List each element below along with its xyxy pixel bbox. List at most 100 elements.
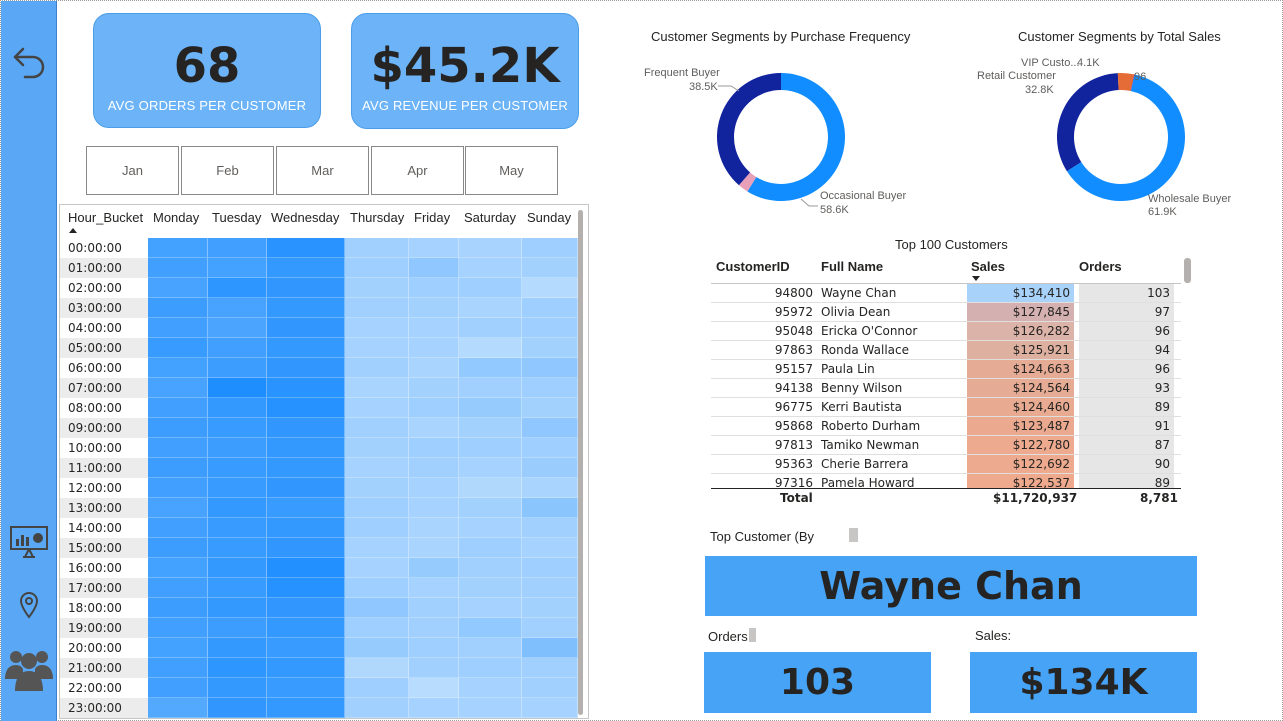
heatmap-cell[interactable]	[267, 538, 345, 558]
heatmap-cell[interactable]	[267, 318, 345, 338]
heatmap-cell[interactable]	[522, 258, 578, 278]
heatmap-cell[interactable]	[345, 378, 409, 398]
heatmap-cell[interactable]	[522, 378, 578, 398]
heatmap-cell[interactable]	[208, 598, 267, 618]
heatmap-cell[interactable]	[267, 258, 345, 278]
month-slicer-may[interactable]: May	[465, 146, 558, 195]
table-header-orders[interactable]: Orders	[1079, 259, 1122, 274]
heatmap-cell[interactable]	[459, 258, 522, 278]
heatmap-cell[interactable]	[345, 338, 409, 358]
table-row[interactable]: 96775 Kerri Bautista $124,460 89	[711, 398, 1181, 417]
donut-slice[interactable]	[1057, 73, 1119, 172]
heatmap-cell[interactable]	[459, 578, 522, 598]
donut-slice[interactable]	[1117, 73, 1135, 92]
heatmap-cell[interactable]	[208, 418, 267, 438]
table-row[interactable]: 97813 Tamiko Newman $122,780 87	[711, 436, 1181, 455]
heatmap-cell[interactable]	[208, 578, 267, 598]
month-slicer-apr[interactable]: Apr	[371, 146, 464, 195]
heatmap-cell[interactable]	[267, 378, 345, 398]
heatmap-cell[interactable]	[459, 318, 522, 338]
heatmap-cell[interactable]	[208, 238, 267, 258]
heatmap-cell[interactable]	[208, 278, 267, 298]
heatmap-cell[interactable]	[345, 518, 409, 538]
heatmap-cell[interactable]	[409, 338, 459, 358]
heatmap-cell[interactable]	[409, 578, 459, 598]
donut-frequency-chart[interactable]	[701, 57, 861, 217]
heatmap-cell[interactable]	[522, 398, 578, 418]
heatmap-cell[interactable]	[345, 458, 409, 478]
heatmap-cell[interactable]	[459, 558, 522, 578]
table-scrollbar[interactable]	[1184, 258, 1191, 283]
heatmap-cell[interactable]	[208, 298, 267, 318]
heatmap-cell[interactable]	[208, 698, 267, 718]
heatmap-cell[interactable]	[409, 498, 459, 518]
heatmap-cell[interactable]	[148, 258, 208, 278]
heatmap-cell[interactable]	[522, 498, 578, 518]
heatmap-cell[interactable]	[459, 678, 522, 698]
heatmap-cell[interactable]	[148, 598, 208, 618]
heatmap-cell[interactable]	[522, 678, 578, 698]
heatmap-cell[interactable]	[208, 378, 267, 398]
heatmap-cell[interactable]	[267, 638, 345, 658]
heatmap-cell[interactable]	[409, 518, 459, 538]
col-header-monday[interactable]: Monday	[153, 210, 200, 225]
heatmap-cell[interactable]	[522, 458, 578, 478]
heatmap-cell[interactable]	[459, 438, 522, 458]
heatmap-cell[interactable]	[148, 278, 208, 298]
col-header-saturday[interactable]: Saturday	[464, 210, 517, 225]
heatmap-cell[interactable]	[148, 578, 208, 598]
heatmap-cell[interactable]	[345, 678, 409, 698]
heatmap-cell[interactable]	[267, 578, 345, 598]
heatmap-cell[interactable]	[522, 238, 578, 258]
heatmap-cell[interactable]	[409, 538, 459, 558]
heatmap-cell[interactable]	[522, 538, 578, 558]
table-header-sales[interactable]: Sales	[971, 259, 1005, 274]
heatmap-cell[interactable]	[267, 658, 345, 678]
heatmap-cell[interactable]	[345, 538, 409, 558]
heatmap-cell[interactable]	[148, 378, 208, 398]
heatmap-cell[interactable]	[459, 238, 522, 258]
heatmap-cell[interactable]	[208, 458, 267, 478]
heatmap-cell[interactable]	[409, 398, 459, 418]
back-arrow-icon[interactable]	[1, 41, 57, 81]
heatmap-cell[interactable]	[409, 618, 459, 638]
heatmap-cell[interactable]	[148, 358, 208, 378]
table-row[interactable]: 97316 Pamela Howard $122,537 89	[711, 474, 1181, 488]
heatmap-cell[interactable]	[267, 338, 345, 358]
heatmap-cell[interactable]	[208, 398, 267, 418]
heatmap-cell[interactable]	[459, 518, 522, 538]
col-header-thursday[interactable]: Thursday	[350, 210, 405, 225]
heatmap-cell[interactable]	[148, 638, 208, 658]
heatmap-cell[interactable]	[267, 358, 345, 378]
heatmap-cell[interactable]	[409, 418, 459, 438]
heatmap-cell[interactable]	[267, 238, 345, 258]
heatmap-cell[interactable]	[345, 318, 409, 338]
heatmap-cell[interactable]	[459, 298, 522, 318]
heatmap-cell[interactable]	[522, 478, 578, 498]
col-header-hour-bucket[interactable]: Hour_Bucket	[68, 210, 144, 225]
heatmap-cell[interactable]	[148, 418, 208, 438]
col-header-friday[interactable]: Friday	[414, 210, 451, 225]
heatmap-cell[interactable]	[148, 478, 208, 498]
heatmap-cell[interactable]	[409, 638, 459, 658]
heatmap-cell[interactable]	[267, 518, 345, 538]
heatmap-cell[interactable]	[345, 498, 409, 518]
heatmap-cell[interactable]	[208, 638, 267, 658]
heatmap-cell[interactable]	[459, 658, 522, 678]
heatmap-cell[interactable]	[148, 658, 208, 678]
heatmap-cell[interactable]	[208, 438, 267, 458]
heatmap-cell[interactable]	[208, 558, 267, 578]
heatmap-cell[interactable]	[148, 498, 208, 518]
heatmap-cell[interactable]	[148, 398, 208, 418]
heatmap-cell[interactable]	[208, 538, 267, 558]
heatmap-cell[interactable]	[522, 638, 578, 658]
heatmap-cell[interactable]	[409, 318, 459, 338]
heatmap-cell[interactable]	[267, 438, 345, 458]
heatmap-cell[interactable]	[345, 598, 409, 618]
heatmap-cell[interactable]	[208, 678, 267, 698]
heatmap-cell[interactable]	[522, 558, 578, 578]
heatmap-cell[interactable]	[148, 698, 208, 718]
table-row[interactable]: 95972 Olivia Dean $127,845 97	[711, 303, 1181, 322]
heatmap-cell[interactable]	[267, 598, 345, 618]
location-pin-icon[interactable]	[1, 591, 57, 619]
